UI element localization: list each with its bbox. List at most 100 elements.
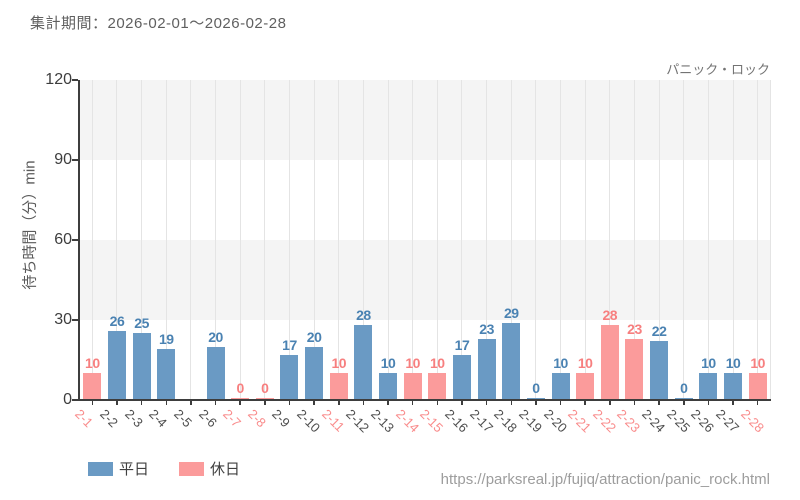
grid-line (338, 80, 340, 400)
grid-line (387, 80, 389, 400)
x-tick-label: 2-24 (639, 406, 669, 436)
grid-line (313, 80, 315, 400)
y-tick-label: 60 (54, 231, 72, 248)
x-tick-label: 2-25 (663, 406, 693, 436)
bar (280, 354, 299, 400)
legend-item-holiday: 休日 (179, 458, 240, 479)
bar-value-label: 26 (109, 312, 125, 329)
legend-item-weekday: 平日 (88, 458, 149, 479)
holiday-color-swatch (179, 461, 205, 476)
y-tick (72, 239, 78, 241)
y-tick (72, 399, 78, 401)
x-axis-line (78, 399, 771, 401)
x-tick-label: 2-23 (614, 406, 644, 436)
bar-value-label: 25 (134, 315, 149, 332)
legend-label-weekday: 平日 (119, 461, 150, 478)
bar-value-label: 28 (356, 307, 371, 324)
bar-value-label: 10 (430, 355, 445, 372)
x-tick-label: 2-11 (318, 406, 348, 435)
bar-value-label: 0 (261, 380, 269, 396)
y-tick-label: 0 (63, 391, 72, 408)
bar (748, 373, 767, 400)
attraction-name-label: パニック・ロック (666, 62, 770, 77)
bar-value-label: 10 (701, 355, 716, 372)
x-tick-label: 2-19 (515, 406, 546, 436)
bar-value-label: 10 (331, 355, 347, 372)
y-tick-label: 90 (54, 151, 72, 168)
grid-line (707, 80, 709, 400)
grid-line (633, 80, 635, 400)
x-tick-label: 2-1 (72, 406, 97, 431)
x-tick-label: 2-3 (121, 406, 146, 431)
bar-value-label: 29 (503, 304, 519, 321)
grid-line (658, 80, 660, 400)
x-tick-label: 2-15 (417, 406, 447, 436)
bar (107, 330, 126, 400)
x-tick (461, 401, 463, 405)
bar (699, 373, 718, 400)
bar (132, 333, 151, 400)
x-tick-label: 2-26 (688, 406, 718, 436)
x-tick-label: 2-27 (713, 406, 743, 436)
grid-line (91, 80, 93, 400)
grid-line (560, 80, 562, 400)
bar (625, 338, 644, 400)
bar (379, 373, 398, 400)
x-tick (756, 401, 759, 405)
plot-area: 10 26 25 19 20 0 0 17 20 10 28 10 10 10 17 23 29 0 10 10 28 2… (80, 80, 771, 400)
weekday-color-swatch (88, 461, 113, 476)
bar (206, 346, 225, 400)
x-tick (387, 401, 389, 405)
x-tick (411, 401, 414, 405)
x-tick (116, 401, 118, 405)
x-tick-label: 2-10 (294, 406, 324, 436)
x-tick (214, 401, 217, 405)
bar (452, 354, 471, 400)
bar-value-label: 10 (725, 355, 741, 372)
grid-line (510, 80, 512, 400)
x-tick (288, 401, 291, 405)
grid-line (116, 80, 118, 400)
grid-line (461, 80, 463, 400)
bar (477, 338, 496, 400)
x-tick-label: 2-21 (565, 406, 595, 436)
grid-line (436, 80, 438, 400)
bar-value-label: 23 (627, 320, 642, 337)
x-tick (362, 401, 365, 405)
x-tick-label: 2-4 (146, 406, 171, 431)
x-tick (559, 401, 562, 405)
bar (650, 341, 669, 400)
x-tick-label: 2-14 (392, 406, 422, 436)
aggregation-period-label: 集計期間：2026-02-01～2026-02-28 (30, 15, 287, 32)
source-url-label: https://parksreal.jp/fujiq/attraction/pa… (440, 471, 770, 488)
x-tick-label: 2-2 (97, 406, 121, 431)
x-tick (584, 401, 586, 405)
bar (428, 373, 447, 400)
grid-line (412, 80, 414, 400)
grid-line (288, 80, 290, 400)
bar-value-label: 0 (236, 380, 245, 396)
bar-value-label: 10 (85, 355, 100, 372)
grid-line (609, 80, 611, 400)
y-tick-label: 30 (54, 311, 72, 328)
bar-value-label: 10 (553, 355, 568, 372)
legend: 平日 休日 (88, 458, 240, 479)
x-tick (609, 401, 611, 405)
grid-line (362, 80, 364, 400)
x-tick-label: 2-17 (466, 406, 496, 436)
legend-label-holiday: 休日 (210, 461, 241, 478)
x-tick-label: 2-9 (269, 406, 294, 431)
x-tick-label: 2-7 (220, 406, 245, 431)
grid-line (732, 80, 734, 400)
x-tick (239, 401, 241, 405)
y-tick (72, 159, 78, 161)
x-tick-label: 2-20 (540, 406, 570, 436)
x-tick-label: 2-16 (442, 406, 472, 436)
bar-value-label: 28 (602, 307, 618, 324)
y-tick-label: 120 (45, 71, 72, 88)
bar-value-label: 0 (532, 380, 540, 396)
x-tick-label: 2-5 (170, 406, 195, 431)
grid-line (141, 80, 143, 400)
x-tick (658, 401, 660, 405)
x-tick-label: 2-6 (195, 406, 220, 431)
